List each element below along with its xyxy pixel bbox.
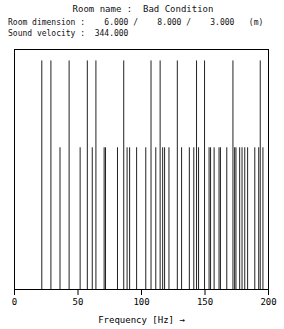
svg-text:50: 50 [73, 297, 84, 307]
svg-text:200: 200 [260, 297, 276, 307]
svg-text:100: 100 [133, 297, 149, 307]
html-text:Room dimension : 6.000 / 8.000: Room dimension : 6.000 / 8.000 / 3.000 (… [8, 18, 264, 27]
html-text:Sound velocity : 344.000: Sound velocity : 344.000 [8, 29, 129, 38]
svg-text:0: 0 [12, 297, 17, 307]
html-text:Room name : Bad Condition: Room name : Bad Condition [72, 4, 214, 14]
svg-text:Frequency [Hz] →: Frequency [Hz] → [98, 315, 185, 325]
svg-text:150: 150 [197, 297, 213, 307]
